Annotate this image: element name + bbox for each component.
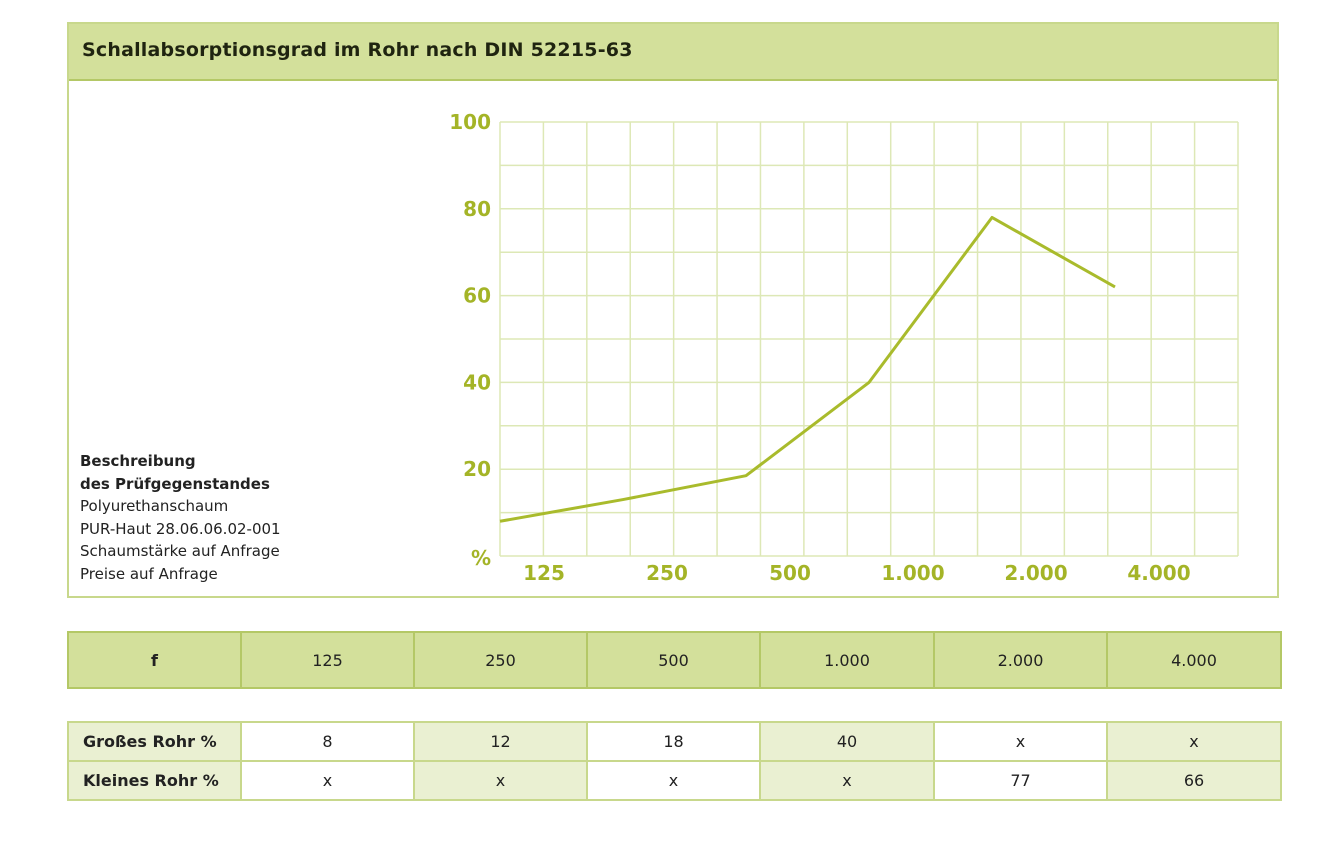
row-label: Kleines Rohr % bbox=[67, 760, 242, 801]
description-heading-2: des Prüfgegenstandes bbox=[80, 474, 270, 493]
table-cell: 8 bbox=[240, 721, 415, 762]
table-row: Großes Rohr % 8 12 18 40 x x bbox=[67, 721, 1282, 762]
table-cell: x bbox=[586, 760, 761, 801]
frequency-cell: 500 bbox=[586, 631, 761, 689]
table-cell: x bbox=[1106, 721, 1282, 762]
table-cell: x bbox=[759, 760, 935, 801]
description-line: PUR-Haut 28.06.06.02-001 bbox=[80, 519, 281, 538]
table-cell: x bbox=[240, 760, 415, 801]
table-cell: 77 bbox=[933, 760, 1108, 801]
frequency-cell: 250 bbox=[413, 631, 588, 689]
table-cell: x bbox=[933, 721, 1108, 762]
description-block: Beschreibung des Prüfgegenstandes Polyur… bbox=[80, 450, 281, 585]
row-label: Großes Rohr % bbox=[67, 721, 242, 762]
frequency-row: f 125 250 500 1.000 2.000 4.000 bbox=[67, 631, 1282, 689]
description-line: Preise auf Anfrage bbox=[80, 564, 218, 583]
frequency-cell: 1.000 bbox=[759, 631, 935, 689]
table-cell: 40 bbox=[759, 721, 935, 762]
description-line: Schaumstärke auf Anfrage bbox=[80, 542, 280, 560]
table-cell: x bbox=[413, 760, 588, 801]
description-line: Polyurethanschaum bbox=[80, 497, 229, 515]
table-row: Kleines Rohr % x x x x 77 66 bbox=[67, 760, 1282, 801]
table-cell: 18 bbox=[586, 721, 761, 762]
page-title: Schallabsorptionsgrad im Rohr nach DIN 5… bbox=[82, 39, 633, 61]
frequency-cell: 125 bbox=[240, 631, 415, 689]
values-table: Großes Rohr % 8 12 18 40 x x Kleines Roh… bbox=[67, 721, 1282, 801]
panel-header: Schallabsorptionsgrad im Rohr nach DIN 5… bbox=[69, 24, 1277, 81]
frequency-cell: 2.000 bbox=[933, 631, 1108, 689]
frequency-label: f bbox=[67, 631, 242, 689]
table-cell: 12 bbox=[413, 721, 588, 762]
description-heading-1: Beschreibung bbox=[80, 452, 196, 470]
frequency-table: f 125 250 500 1.000 2.000 4.000 bbox=[67, 631, 1282, 689]
table-cell: 66 bbox=[1106, 760, 1282, 801]
frequency-cell: 4.000 bbox=[1106, 631, 1282, 689]
